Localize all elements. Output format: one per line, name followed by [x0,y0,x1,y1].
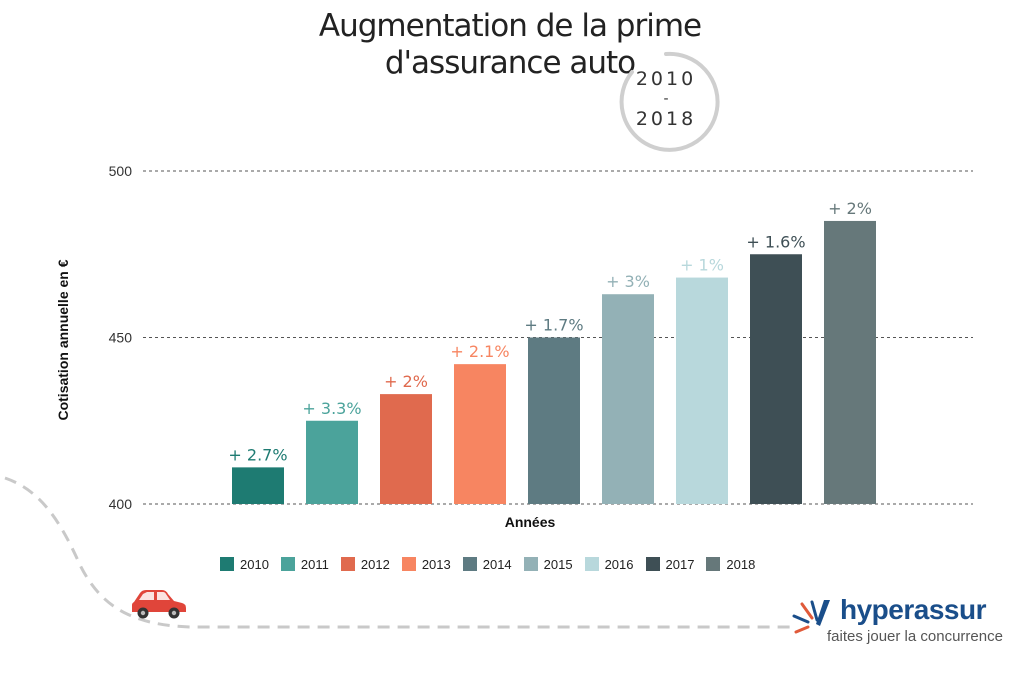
badge-ring-icon [619,51,720,152]
legend-swatch-2017 [645,557,660,571]
bar-2016 [676,277,728,504]
chart-title: Augmentation de la prime d'assurance aut… [300,8,720,82]
y-axis-label: Cotisation annuelle en € [55,259,71,421]
legend-label-2013: 2013 [421,556,451,572]
bar-2018 [824,220,876,504]
x-axis-label: Années [504,514,556,530]
data-label-2012: + 2% [384,372,428,391]
logo-tagline: faites jouer la concurrence [827,628,1003,645]
data-label-2010: + 2.7% [228,445,287,464]
legend-item-2017: 2017 [645,555,695,573]
data-label-2011: + 3.3% [302,399,361,418]
red-car-icon [132,590,186,619]
badge-end-year: 2018 [635,108,697,130]
data-labels: + 2.7% + 3.3% + 2% + 2.1% + 1.7% + 3% + 1% + 1.… [228,199,872,464]
year-range-badge: 2010 - 2018 [610,46,722,158]
legend-label-2014: 2014 [482,556,512,572]
bar-2017 [750,254,802,504]
legend-swatch-2010 [220,557,234,571]
bar-2013 [454,364,506,504]
legend-item-2016: 2016 [584,555,634,573]
y-tick-label-400: 400 [109,496,133,512]
legend-item-2018: 2018 [706,555,755,573]
legend-item-2013: 2013 [401,555,451,573]
legend-swatch-2011 [280,557,295,571]
legend-label-2011: 2011 [300,556,329,572]
data-label-2017: + 1.6% [746,232,805,251]
badge-start-year: 2010 [635,68,697,90]
legend-swatch-2018 [706,557,721,571]
legend-item-2011: 2011 [280,555,329,573]
data-label-2018: + 2% [828,199,872,218]
legend-label-2016: 2016 [604,556,634,572]
y-tick-labels: 400 450 500 [109,163,133,512]
data-label-2016: + 1% [680,256,724,275]
legend-swatch-2015 [523,557,538,571]
legend-label-2010: 2010 [240,556,269,572]
bar-2015 [602,294,654,504]
data-label-2015: + 3% [606,272,650,291]
legend-swatch-2012 [340,557,355,571]
chart-title-line-2: d'assurance auto [384,45,636,81]
legend-label-2015: 2015 [543,556,573,572]
legend-label-2012: 2012 [360,556,390,572]
legend-label-2017: 2017 [665,556,695,572]
chart-title-line-1: Augmentation de la prime [318,8,702,44]
bar-2014 [528,337,580,504]
data-label-2013: + 2.1% [450,342,509,361]
legend-item-2010: 2010 [220,555,269,573]
logo-wordmark: hyperassur [840,594,986,625]
legend: 2010 2011 2012 2013 2014 2015 2016 2017 2018 [220,555,755,573]
legend-item-2012: 2012 [340,555,390,573]
hyperassur-logo-mark-icon [792,600,830,634]
legend-swatch-2013 [401,557,416,571]
legend-swatch-2014 [462,557,477,571]
y-tick-label-450: 450 [109,330,133,346]
bar-2011 [306,420,358,504]
legend-swatch-2016 [584,557,599,571]
bars [232,220,876,504]
y-tick-label-500: 500 [109,163,133,179]
badge-separator: - [663,91,669,107]
data-label-2014: + 1.7% [524,316,583,335]
legend-item-2015: 2015 [523,555,573,573]
legend-item-2014: 2014 [462,555,512,573]
bar-2010 [232,467,284,504]
bar-2012 [380,394,432,504]
hyperassur-logo: hyperassur faites jouer la concurrence [790,592,1010,652]
legend-label-2018: 2018 [726,556,756,572]
